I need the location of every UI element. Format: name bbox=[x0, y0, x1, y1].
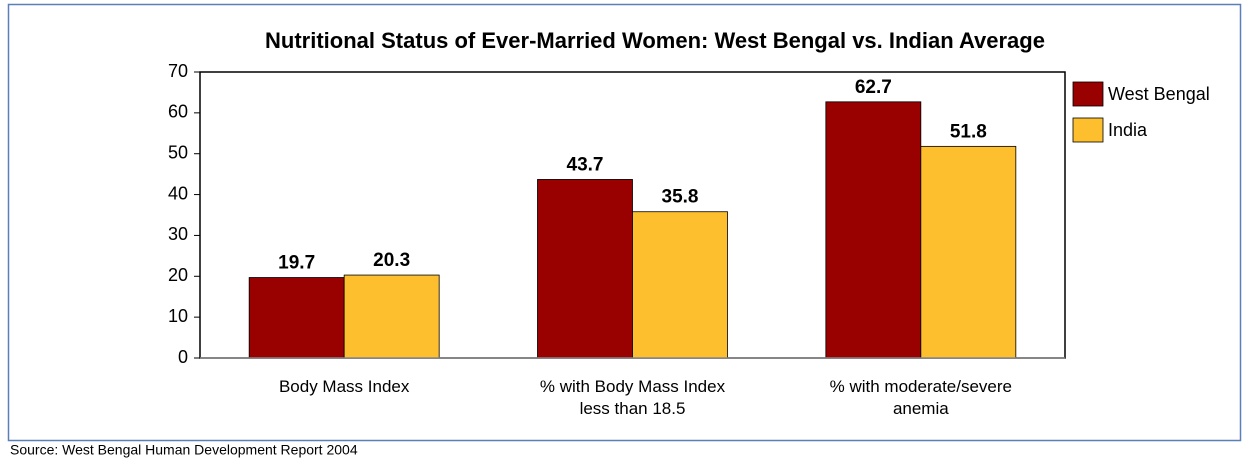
y-tick-label: 10 bbox=[168, 306, 188, 326]
value-label: 43.7 bbox=[567, 154, 604, 175]
x-tick-label-box: % with moderate/severe anemia bbox=[829, 377, 1013, 418]
frame bbox=[7, 3, 1242, 442]
y-tick-label: 50 bbox=[168, 142, 188, 162]
bar bbox=[537, 179, 633, 359]
y-tick-label: 0 bbox=[178, 347, 188, 367]
value-label: 20.3 bbox=[373, 250, 410, 271]
y-tick-label: 70 bbox=[168, 61, 188, 81]
legend-label: India bbox=[1108, 120, 1148, 140]
x-tick-label-box: Body Mass Index bbox=[278, 377, 410, 396]
x-tick-label: Body Mass Index bbox=[278, 377, 410, 396]
y-tick-label: 20 bbox=[168, 265, 188, 285]
value-label: 19.7 bbox=[278, 253, 315, 274]
value-label: 35.8 bbox=[662, 187, 699, 208]
y-tick-label: 60 bbox=[168, 102, 188, 122]
value-label: 51.8 bbox=[950, 121, 987, 142]
bar bbox=[920, 145, 1017, 359]
bar bbox=[248, 277, 345, 359]
chart-title: Nutritional Status of Ever-Married Women… bbox=[265, 28, 1045, 53]
bar bbox=[632, 211, 728, 359]
y-tick-label: 40 bbox=[168, 183, 188, 203]
x-tick-label: % with moderate/severe anemia bbox=[829, 377, 1013, 418]
bar bbox=[343, 274, 440, 359]
legend-label: West Bengal bbox=[1108, 84, 1210, 104]
legend-swatch bbox=[1072, 81, 1104, 107]
x-tick-label: % with Body Mass Index less than 18.5 bbox=[539, 377, 726, 418]
bar bbox=[825, 101, 922, 359]
y-tick-label: 30 bbox=[168, 224, 188, 244]
legend-swatch bbox=[1072, 117, 1104, 143]
source-note: Source: West Bengal Human Development Re… bbox=[10, 442, 358, 458]
value-label: 62.7 bbox=[855, 77, 892, 98]
x-tick-label-box: % with Body Mass Index less than 18.5 bbox=[539, 377, 726, 418]
